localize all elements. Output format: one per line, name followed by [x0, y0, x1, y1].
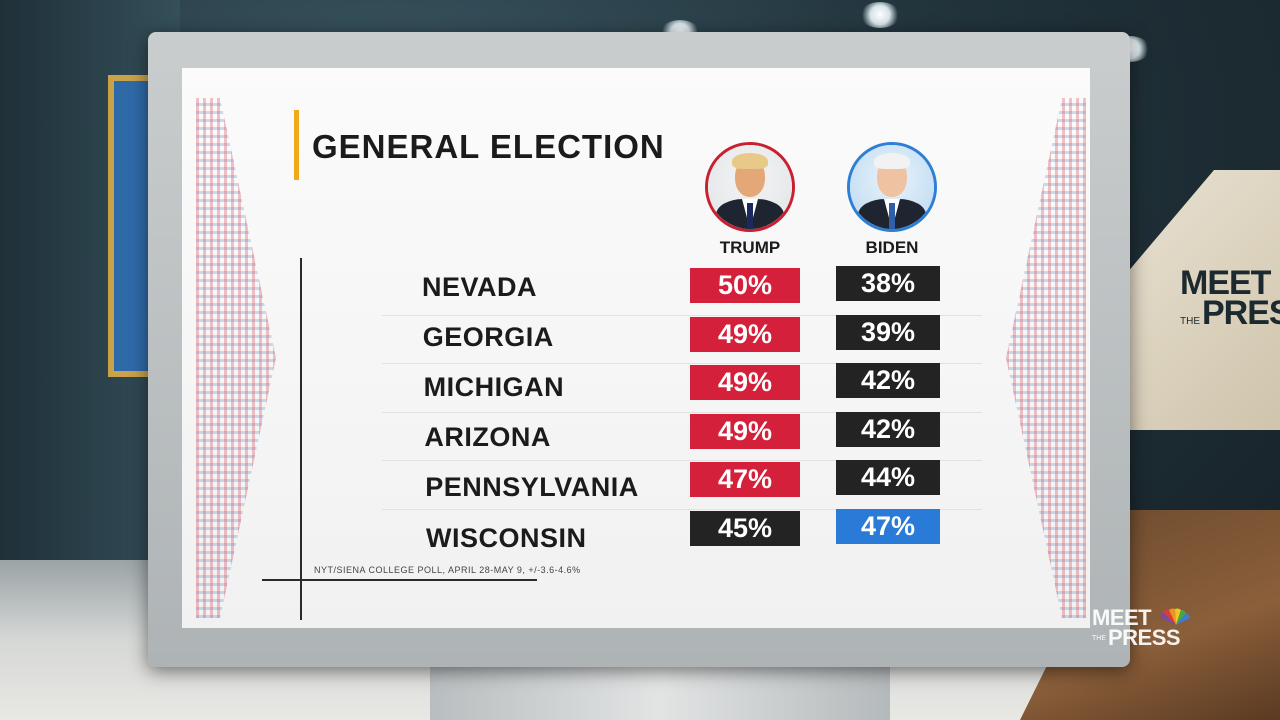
biden-value: 42% [836, 363, 940, 398]
source-rule [262, 579, 537, 581]
biden-value: 44% [836, 460, 940, 495]
biden-value: 47% [836, 508, 940, 544]
row-separator [382, 314, 982, 316]
poll-row-michigan: MICHIGAN 49% 42% [182, 363, 1090, 413]
state-label: ARIZONA [424, 422, 551, 453]
trump-value: 50% [690, 268, 800, 303]
poll-row-georgia: GEORGIA 49% 39% [182, 314, 1090, 365]
poll-row-pennsylvania: PENNSYLVANIA 47% 44% [182, 460, 1090, 510]
biden-avatar [847, 142, 937, 232]
chart-title: GENERAL ELECTION [312, 128, 665, 165]
state-label: WISCONSIN [426, 522, 587, 553]
candidate-name-trump: TRUMP [719, 238, 781, 257]
biden-value: 42% [836, 411, 940, 447]
poll-row-wisconsin: WISCONSIN 45% 47% [182, 508, 1090, 559]
candidate-header-trump: TRUMP [700, 142, 800, 258]
trump-value: 49% [690, 365, 800, 400]
source-note: NYT/SIENA COLLEGE POLL, APRIL 28-MAY 9, … [314, 565, 581, 575]
chart-vertical-rule [300, 258, 302, 620]
ceiling-light [860, 2, 900, 28]
state-label: MICHIGAN [423, 372, 565, 403]
poll-row-arizona: ARIZONA 49% 42% [182, 411, 1090, 462]
row-separator [382, 508, 982, 510]
trump-value: 49% [690, 316, 800, 352]
row-separator [382, 460, 982, 461]
trump-value: 47% [690, 462, 800, 497]
state-label: GEORGIA [422, 322, 554, 353]
candidate-header-biden: BIDEN [842, 142, 942, 258]
state-label: NEVADA [422, 272, 538, 302]
poll-row-nevada: NEVADA 50% 38% [182, 266, 1090, 316]
trump-value: 49% [690, 413, 800, 449]
poll-graphic-screen: GENERAL ELECTION TRUMP BIDEN NEVADA 50% 38… [182, 68, 1090, 628]
state-label: PENNSYLVANIA [425, 472, 639, 503]
title-accent-bar [294, 110, 299, 180]
biden-value: 39% [836, 314, 940, 350]
candidate-name-biden: BIDEN [865, 238, 919, 257]
row-separator [382, 411, 982, 413]
meet-the-press-logo: MEET THEPRESS [1092, 607, 1193, 649]
trump-avatar [705, 142, 795, 232]
nbc-peacock-icon [1160, 608, 1190, 625]
biden-value: 38% [836, 266, 940, 301]
trump-value: 45% [690, 510, 800, 546]
row-separator [382, 363, 982, 364]
